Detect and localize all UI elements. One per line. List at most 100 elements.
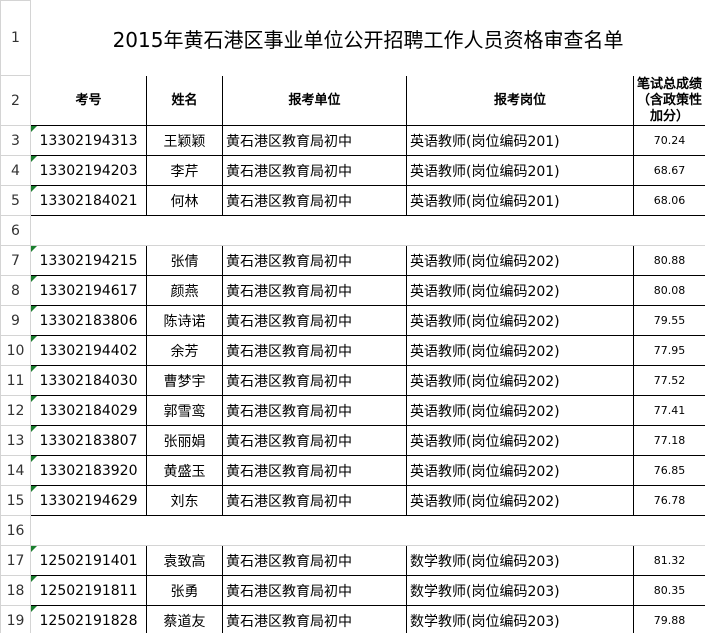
row-number[interactable]: 8 <box>0 275 31 306</box>
position-cell[interactable]: 数学教师(岗位编码203) <box>406 605 634 633</box>
row-number[interactable]: 17 <box>0 545 31 576</box>
unit-cell[interactable]: 黄石港区教育局初中 <box>222 245 407 276</box>
position-cell[interactable]: 英语教师(岗位编码202) <box>406 305 634 336</box>
name-cell[interactable]: 黄盛玉 <box>146 455 223 486</box>
score-cell[interactable]: 80.35 <box>632 575 705 606</box>
header-cell[interactable]: 报考单位 <box>222 75 407 126</box>
exam-id-cell[interactable]: 13302194313 <box>30 125 147 156</box>
unit-cell[interactable]: 黄石港区教育局初中 <box>222 365 407 396</box>
position-cell[interactable]: 英语教师(岗位编码202) <box>406 395 634 426</box>
unit-cell[interactable]: 黄石港区教育局初中 <box>222 305 407 336</box>
empty-cell[interactable] <box>29 515 705 546</box>
exam-id-cell[interactable]: 13302183806 <box>30 305 147 336</box>
position-cell[interactable]: 英语教师(岗位编码201) <box>406 155 634 186</box>
unit-cell[interactable]: 黄石港区教育局初中 <box>222 185 407 216</box>
exam-id-cell[interactable]: 13302184029 <box>30 395 147 426</box>
position-cell[interactable]: 英语教师(岗位编码202) <box>406 485 634 516</box>
name-cell[interactable]: 余芳 <box>146 335 223 366</box>
exam-id-cell[interactable]: 13302183920 <box>30 455 147 486</box>
exam-id-cell[interactable]: 13302194215 <box>30 245 147 276</box>
score-cell[interactable]: 77.52 <box>632 365 705 396</box>
header-cell[interactable]: 笔试总成绩（含政策性加分） <box>632 75 705 126</box>
row-number[interactable]: 13 <box>0 425 31 456</box>
empty-cell[interactable] <box>29 215 705 246</box>
score-cell[interactable]: 79.88 <box>632 605 705 633</box>
position-cell[interactable]: 数学教师(岗位编码203) <box>406 545 634 576</box>
unit-cell[interactable]: 黄石港区教育局初中 <box>222 455 407 486</box>
unit-cell[interactable]: 黄石港区教育局初中 <box>222 275 407 306</box>
name-cell[interactable]: 李芹 <box>146 155 223 186</box>
score-cell[interactable]: 81.32 <box>632 545 705 576</box>
score-cell[interactable]: 77.95 <box>632 335 705 366</box>
score-cell[interactable]: 79.55 <box>632 305 705 336</box>
unit-cell[interactable]: 黄石港区教育局初中 <box>222 575 407 606</box>
score-cell[interactable]: 70.24 <box>632 125 705 156</box>
exam-id-cell[interactable]: 13302183807 <box>30 425 147 456</box>
name-cell[interactable]: 蔡道友 <box>146 605 223 633</box>
exam-id-cell[interactable]: 12502191401 <box>30 545 147 576</box>
exam-id-cell[interactable]: 13302194629 <box>30 485 147 516</box>
score-cell[interactable]: 80.88 <box>632 245 705 276</box>
row-number[interactable]: 3 <box>0 125 31 156</box>
score-cell[interactable]: 76.85 <box>632 455 705 486</box>
position-cell[interactable]: 英语教师(岗位编码201) <box>406 125 634 156</box>
row-number[interactable]: 10 <box>0 335 31 366</box>
row-number[interactable]: 1 <box>0 0 31 76</box>
score-cell[interactable]: 80.08 <box>632 275 705 306</box>
name-cell[interactable]: 刘东 <box>146 485 223 516</box>
position-cell[interactable]: 数学教师(岗位编码203) <box>406 575 634 606</box>
name-cell[interactable]: 张丽娟 <box>146 425 223 456</box>
exam-id-cell[interactable]: 13302194617 <box>30 275 147 306</box>
score-cell[interactable]: 77.41 <box>632 395 705 426</box>
row-number[interactable]: 9 <box>0 305 31 336</box>
header-cell[interactable]: 报考岗位 <box>406 75 634 126</box>
exam-id-cell[interactable]: 13302194402 <box>30 335 147 366</box>
name-cell[interactable]: 王颖颖 <box>146 125 223 156</box>
name-cell[interactable]: 袁致高 <box>146 545 223 576</box>
score-cell[interactable]: 68.67 <box>632 155 705 186</box>
exam-id-cell[interactable]: 12502191811 <box>30 575 147 606</box>
sheet-title[interactable]: 2015年黄石港区事业单位公开招聘工作人员资格审查名单 <box>29 0 705 76</box>
row-number[interactable]: 4 <box>0 155 31 186</box>
exam-id-cell[interactable]: 12502191828 <box>30 605 147 633</box>
unit-cell[interactable]: 黄石港区教育局初中 <box>222 605 407 633</box>
name-cell[interactable]: 陈诗诺 <box>146 305 223 336</box>
position-cell[interactable]: 英语教师(岗位编码202) <box>406 455 634 486</box>
row-number[interactable]: 16 <box>0 515 31 546</box>
exam-id-cell[interactable]: 13302184030 <box>30 365 147 396</box>
unit-cell[interactable]: 黄石港区教育局初中 <box>222 425 407 456</box>
position-cell[interactable]: 英语教师(岗位编码202) <box>406 365 634 396</box>
position-cell[interactable]: 英语教师(岗位编码202) <box>406 335 634 366</box>
row-number[interactable]: 6 <box>0 215 31 246</box>
row-number[interactable]: 12 <box>0 395 31 426</box>
row-number[interactable]: 11 <box>0 365 31 396</box>
name-cell[interactable]: 张倩 <box>146 245 223 276</box>
name-cell[interactable]: 郭雪鸾 <box>146 395 223 426</box>
unit-cell[interactable]: 黄石港区教育局初中 <box>222 395 407 426</box>
header-cell[interactable]: 考号 <box>30 75 147 126</box>
header-cell[interactable]: 姓名 <box>146 75 223 126</box>
name-cell[interactable]: 曹梦宇 <box>146 365 223 396</box>
name-cell[interactable]: 张勇 <box>146 575 223 606</box>
position-cell[interactable]: 英语教师(岗位编码202) <box>406 275 634 306</box>
row-number[interactable]: 5 <box>0 185 31 216</box>
score-cell[interactable]: 68.06 <box>632 185 705 216</box>
row-number[interactable]: 7 <box>0 245 31 276</box>
row-number[interactable]: 19 <box>0 605 31 633</box>
name-cell[interactable]: 颜燕 <box>146 275 223 306</box>
position-cell[interactable]: 英语教师(岗位编码202) <box>406 425 634 456</box>
unit-cell[interactable]: 黄石港区教育局初中 <box>222 485 407 516</box>
unit-cell[interactable]: 黄石港区教育局初中 <box>222 545 407 576</box>
exam-id-cell[interactable]: 13302184021 <box>30 185 147 216</box>
row-number[interactable]: 2 <box>0 75 31 126</box>
exam-id-cell[interactable]: 13302194203 <box>30 155 147 186</box>
position-cell[interactable]: 英语教师(岗位编码201) <box>406 185 634 216</box>
unit-cell[interactable]: 黄石港区教育局初中 <box>222 155 407 186</box>
name-cell[interactable]: 何林 <box>146 185 223 216</box>
unit-cell[interactable]: 黄石港区教育局初中 <box>222 125 407 156</box>
score-cell[interactable]: 77.18 <box>632 425 705 456</box>
position-cell[interactable]: 英语教师(岗位编码202) <box>406 245 634 276</box>
row-number[interactable]: 14 <box>0 455 31 486</box>
unit-cell[interactable]: 黄石港区教育局初中 <box>222 335 407 366</box>
score-cell[interactable]: 76.78 <box>632 485 705 516</box>
